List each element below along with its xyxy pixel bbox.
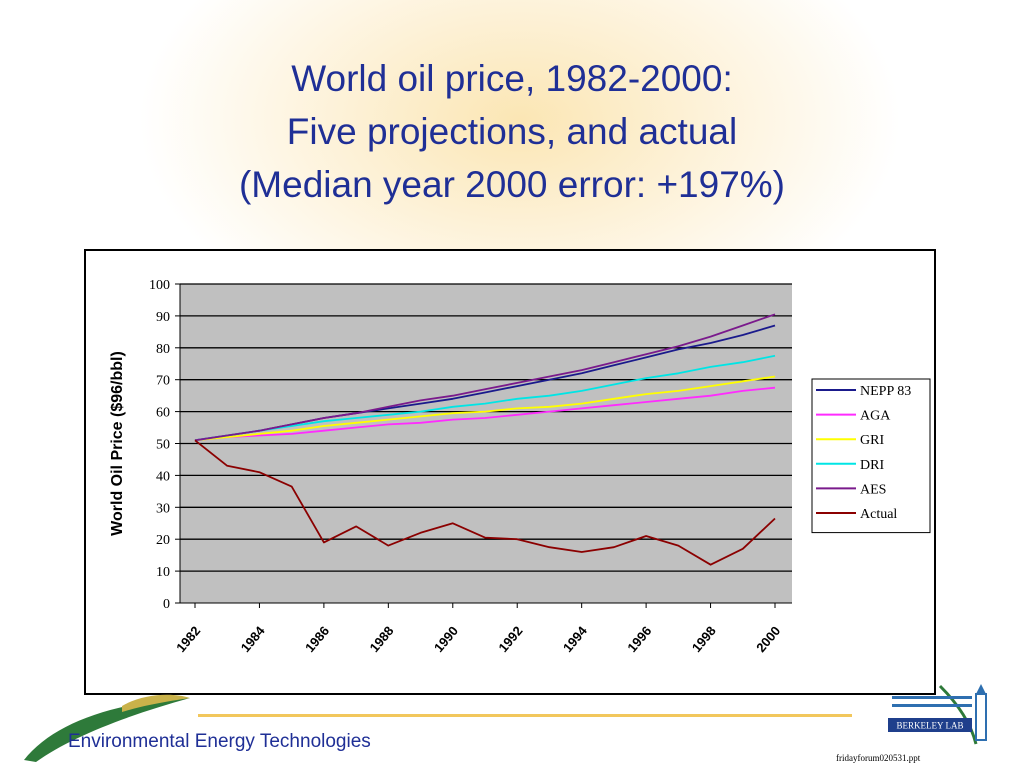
- x-tick-label: 1996: [624, 623, 654, 655]
- y-tick-label: 90: [156, 310, 170, 325]
- x-tick-label: 2000: [753, 623, 783, 655]
- y-tick-label: 50: [156, 438, 170, 453]
- oil-price-chart: 0 10 20 30 40 50 60 70 80 90 100 1982 1984 1986 1988 19…: [109, 278, 931, 655]
- x-tick-label: 1986: [302, 623, 332, 655]
- legend-label: Actual: [860, 507, 897, 522]
- leaf-logo-icon: [24, 694, 190, 762]
- legend-label: GRI: [860, 433, 884, 448]
- x-tick-label: 1998: [689, 623, 719, 655]
- x-tick-label: 1984: [238, 623, 269, 655]
- y-tick-label: 80: [156, 342, 170, 357]
- file-name: fridayforum020531.ppt: [836, 753, 921, 763]
- y-tick-label: 100: [149, 278, 170, 293]
- title-line-3: (Median year 2000 error: +197%): [238, 164, 786, 205]
- slide-title: World oil price, 1982-2000: Five project…: [0, 52, 1024, 211]
- legend-label: AES: [860, 482, 886, 497]
- y-tick-label: 40: [156, 469, 170, 484]
- footer-text: Environmental Energy Technologies: [68, 731, 371, 752]
- y-tick-label: 10: [156, 565, 170, 580]
- y-tick-label: 20: [156, 533, 170, 548]
- x-tick-label: 1982: [173, 623, 203, 655]
- title-line-2: Five projections, and actual: [286, 111, 738, 152]
- y-tick-label: 30: [156, 501, 170, 516]
- series-line-gri: [194, 375, 776, 442]
- x-tick-label: 1994: [560, 623, 591, 655]
- series-line-aga: [194, 386, 776, 442]
- y-tick-label: 70: [156, 374, 170, 389]
- footer-divider: [198, 714, 852, 717]
- y-tick-label: 0: [163, 597, 170, 612]
- series-line-dri: [194, 354, 776, 442]
- legend-label: AGA: [860, 409, 891, 424]
- y-axis-label: World Oil Price ($96/bbl): [109, 351, 126, 536]
- title-line-1: World oil price, 1982-2000:: [291, 58, 733, 99]
- series-line-actual: [194, 439, 776, 566]
- legend-label: DRI: [860, 458, 884, 473]
- chart-frame: 0 10 20 30 40 50 60 70 80 90 100 1982 1984 1986 1988 19…: [84, 249, 936, 695]
- x-tick-label: 1990: [431, 623, 461, 655]
- berkeley-lab-logo-icon: BERKELEY LAB: [888, 684, 987, 745]
- series-line-aes: [194, 313, 776, 442]
- logo-label: BERKELEY LAB: [897, 721, 964, 731]
- legend-label: NEPP 83: [860, 384, 911, 399]
- x-tick-label: 1988: [367, 623, 397, 655]
- x-tick-label: 1992: [495, 623, 525, 655]
- y-tick-label: 60: [156, 406, 170, 421]
- legend-box: [811, 378, 931, 534]
